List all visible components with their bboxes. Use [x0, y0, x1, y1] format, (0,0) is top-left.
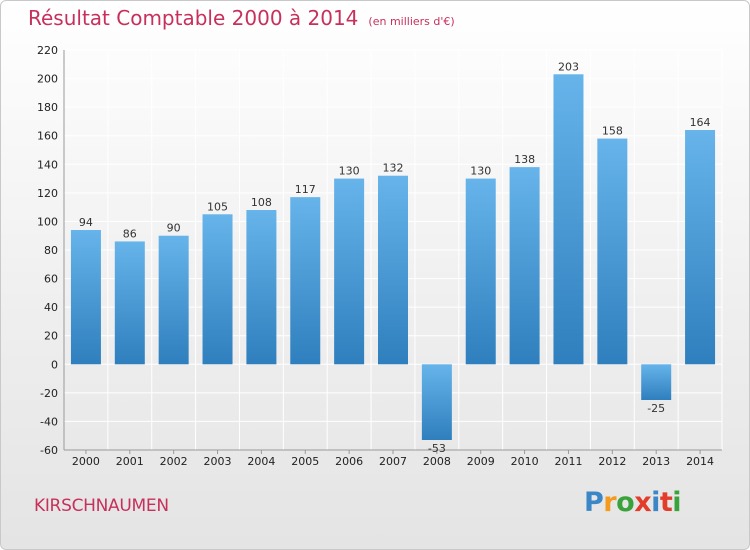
bar: [202, 214, 233, 365]
axes: -60 -40 -20 0 20 40 60 80 100 120 140 160 180 200 220 2…: [37, 44, 722, 468]
data-label: 158: [602, 125, 623, 138]
data-label: -53: [428, 442, 446, 455]
x-tick-label: 2002: [160, 455, 188, 468]
y-tick-label: 80: [44, 244, 58, 257]
data-label: 94: [79, 216, 93, 229]
chart-title: Résultat Comptable 2000 à 2014 (en millie…: [28, 6, 455, 30]
bar: [334, 178, 365, 365]
y-tick-label: 100: [37, 215, 58, 228]
logo-letter: o: [616, 487, 635, 518]
y-tick-label: 60: [44, 273, 58, 286]
y-tick-label: 160: [37, 130, 58, 143]
x-tick-label: 2001: [116, 455, 144, 468]
logo-letter: i: [672, 487, 682, 518]
x-tick-label: 2008: [423, 455, 451, 468]
y-tick-label: -60: [40, 444, 58, 457]
bar: [246, 210, 277, 365]
x-tick-label: 2013: [642, 455, 670, 468]
data-label: 203: [558, 60, 579, 73]
y-tick-label: -20: [40, 387, 58, 400]
data-label: 130: [470, 165, 491, 178]
y-tick-label: 0: [51, 358, 58, 371]
y-tick-label: 200: [37, 73, 58, 86]
y-tick-label: 40: [44, 301, 58, 314]
bar: [114, 241, 145, 365]
y-tick-label: -40: [40, 415, 58, 428]
logo-letter: x: [634, 487, 652, 518]
y-tick-label: 180: [37, 101, 58, 114]
y-tick-label: 140: [37, 158, 58, 171]
bar: [378, 175, 408, 365]
data-label: 105: [207, 200, 228, 213]
data-label: 138: [514, 153, 535, 166]
x-tick-label: 2012: [598, 455, 626, 468]
x-tick-label: 2004: [247, 455, 275, 468]
chart-subtitle: (en milliers d'€): [368, 15, 455, 28]
bar: [641, 364, 672, 400]
y-tick-label: 220: [37, 44, 58, 57]
data-label: 132: [383, 162, 404, 175]
bar: [158, 235, 189, 365]
commune-name: KIRSCHNAUMEN: [34, 496, 169, 516]
y-tick-label: 120: [37, 187, 58, 200]
x-tick-label: 2009: [467, 455, 495, 468]
bar: [70, 230, 101, 365]
data-label: 164: [690, 116, 711, 129]
x-tick-label: 2014: [686, 455, 714, 468]
bar: [290, 197, 321, 365]
y-tick-label: 20: [44, 330, 58, 343]
data-label: 117: [295, 183, 316, 196]
x-tick-label: 2003: [204, 455, 232, 468]
data-label: -25: [647, 402, 665, 415]
x-tick-label: 2007: [379, 455, 407, 468]
x-tick-label: 2006: [335, 455, 363, 468]
logo-letter: P: [584, 487, 604, 518]
bar: [421, 364, 452, 440]
bar: [465, 178, 496, 365]
data-label: 108: [251, 196, 272, 209]
bar: [685, 130, 716, 365]
data-label: 90: [167, 222, 181, 235]
logo-letter: t: [659, 487, 673, 518]
bars: [70, 74, 716, 440]
bar: [597, 138, 628, 365]
x-tick-label: 2011: [554, 455, 582, 468]
bar: [553, 74, 584, 365]
data-label: 130: [339, 165, 360, 178]
proxiti-logo[interactable]: Proxiti: [584, 487, 682, 518]
x-tick-label: 2010: [511, 455, 539, 468]
bar: [509, 167, 540, 365]
x-tick-label: 2005: [291, 455, 319, 468]
x-tick-label: 2000: [72, 455, 100, 468]
logo-letter: r: [603, 487, 617, 518]
data-label: 86: [123, 227, 137, 240]
logo-letter: i: [651, 487, 660, 518]
data-labels: 94 86 90 105 108 117 130 132 -53 130 138 203 158 -25 1…: [79, 60, 711, 455]
